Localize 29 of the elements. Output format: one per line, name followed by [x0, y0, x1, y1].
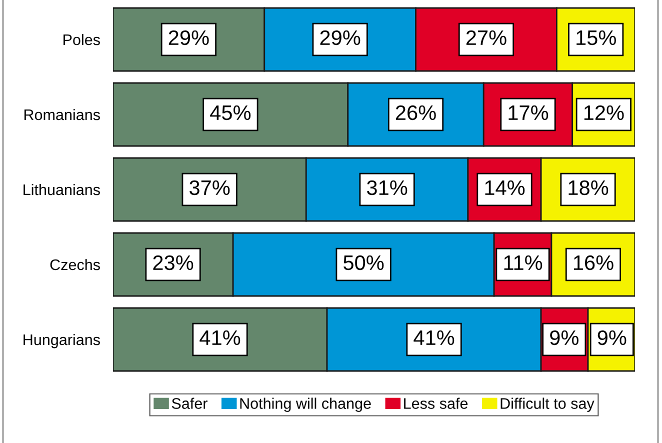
data-label: 31%	[366, 180, 408, 196]
data-label: 15%	[576, 30, 616, 46]
data-label: 9%	[550, 330, 578, 346]
data-label: 26%	[396, 105, 436, 120]
data-label: 9%	[598, 330, 626, 346]
data-label: 14%	[485, 180, 525, 196]
data-label: 45%	[210, 105, 251, 120]
data-label: 17%	[508, 105, 548, 120]
data-label: 50%	[344, 255, 384, 270]
data-label: 29%	[320, 30, 360, 46]
data-label: 18%	[568, 180, 608, 196]
data-label: 11%	[504, 255, 542, 270]
legend-label: Safer	[172, 398, 208, 409]
data-label: 12%	[584, 105, 624, 120]
y-tick-label: Hungarians	[24, 334, 100, 348]
y-tick-label: Lithuanians	[24, 184, 100, 196]
data-label: 29%	[168, 30, 209, 46]
y-tick-label: Czechs	[50, 258, 100, 270]
y-tick-label: Poles	[64, 34, 100, 46]
data-label: 23%	[153, 255, 194, 270]
data-label: 27%	[466, 30, 506, 46]
legend-label: Nothing will change	[240, 398, 371, 412]
data-label: 16%	[574, 255, 614, 270]
legend-label: Difficult to say	[500, 398, 594, 412]
legend-label: Less safe	[404, 398, 468, 409]
data-label: 41%	[414, 330, 454, 346]
data-label: 41%	[200, 330, 240, 346]
y-tick-label: Romanians	[24, 108, 100, 120]
data-label: 37%	[190, 180, 230, 196]
